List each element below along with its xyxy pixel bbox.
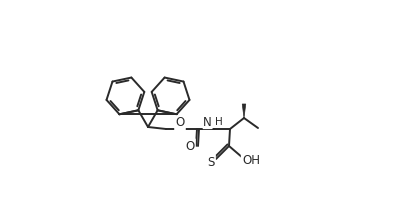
Text: OH: OH bbox=[242, 154, 260, 166]
Text: H: H bbox=[215, 117, 223, 127]
Text: O: O bbox=[185, 140, 195, 152]
Text: S: S bbox=[207, 156, 215, 168]
Polygon shape bbox=[242, 104, 246, 118]
Text: O: O bbox=[175, 116, 185, 130]
Text: N: N bbox=[203, 115, 212, 129]
